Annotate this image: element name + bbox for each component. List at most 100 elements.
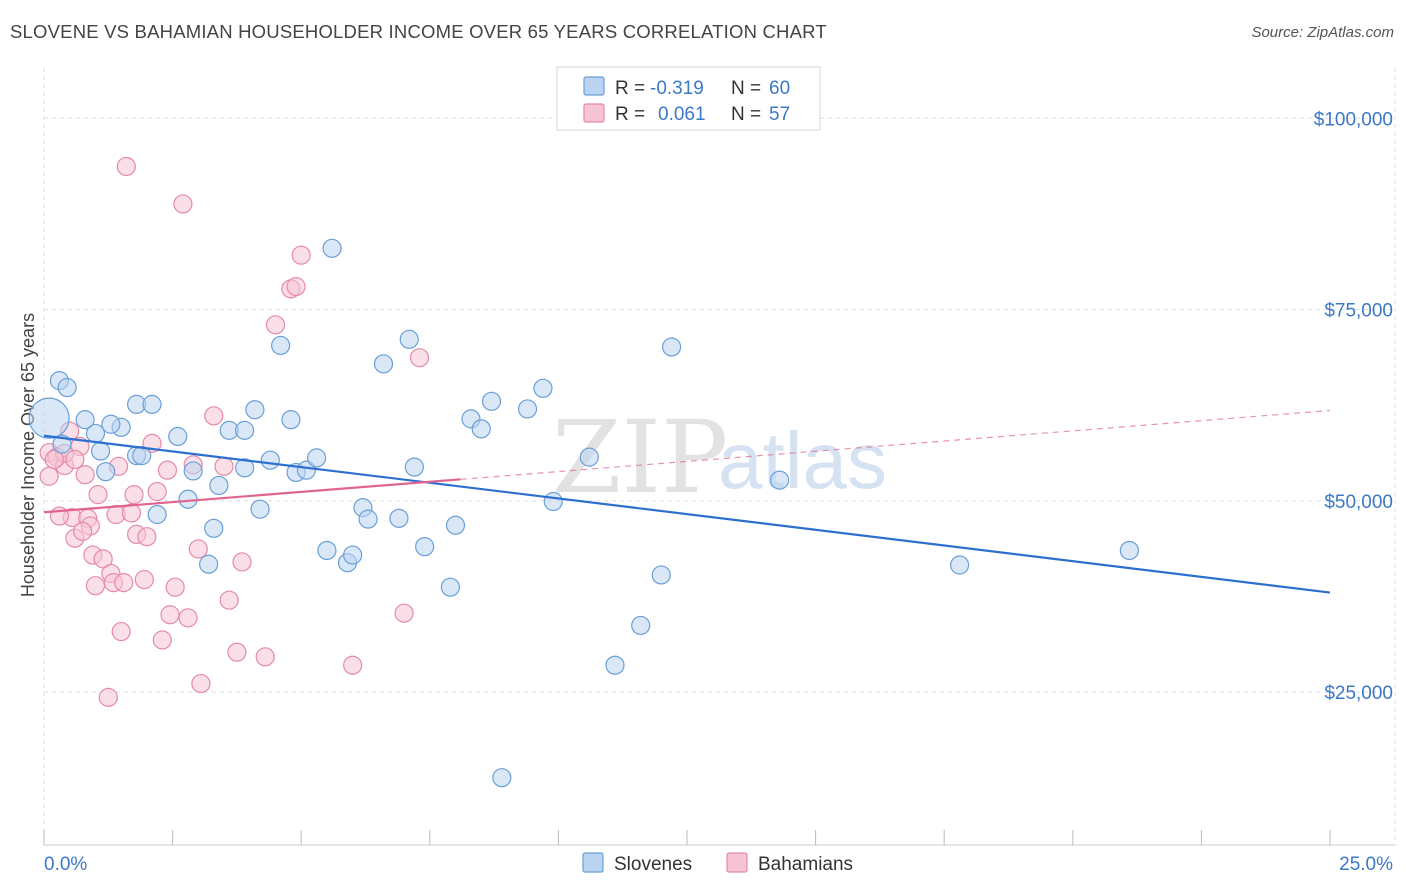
bahamians-point — [409, 348, 430, 368]
bahamians-point — [394, 603, 414, 623]
slovenes-point — [415, 537, 435, 557]
bahamians-point — [214, 456, 234, 476]
y-axis-label: Householder Income Over 65 years — [18, 313, 38, 597]
bahamians-point — [137, 527, 157, 547]
bahamians-point — [227, 642, 247, 662]
legend-n-value-2: 57 — [769, 104, 790, 125]
slovenes-point — [204, 518, 224, 538]
legend-n-label-2: N = — [731, 104, 761, 125]
bahamians-point — [111, 621, 131, 642]
y-tick-label: $75,000 — [1324, 301, 1393, 322]
slovenes-point — [235, 420, 255, 440]
slovenes-point — [343, 545, 363, 565]
slovenes-point — [399, 329, 419, 349]
legend-bottom-swatch-bahamians — [726, 852, 748, 873]
bahamians-point — [232, 552, 252, 572]
slovenes-point — [96, 462, 116, 482]
slovenes-point — [235, 458, 255, 478]
bahamians-point — [219, 590, 239, 610]
slovenes-point — [533, 378, 553, 398]
legend-n-value-1: 60 — [769, 78, 790, 99]
source-credit: Source: ZipAtlas.com — [1251, 24, 1394, 41]
slovenes-trend-line — [43, 434, 1331, 594]
legend-bottom-slovenes: Slovenes — [614, 854, 692, 875]
bahamians-point — [121, 503, 142, 523]
slovenes-point — [168, 426, 188, 447]
bahamians-point — [286, 276, 306, 297]
watermark-atlas: atlas — [718, 416, 887, 505]
bahamians-point — [255, 647, 275, 667]
watermark: ZIP atlas — [552, 399, 887, 516]
slovenes-point — [178, 489, 198, 509]
bahamians-point — [72, 521, 93, 541]
x-tick-label-max: 25.0% — [1339, 854, 1393, 875]
bahamians-trend-extension — [460, 409, 1331, 480]
slovenes-point — [57, 377, 77, 398]
slovenes-point — [147, 504, 167, 525]
x-tick-labels: 0.0% 25.0% — [44, 854, 1393, 875]
bahamians-point — [88, 485, 108, 505]
bahamians-point — [178, 608, 198, 628]
legend-r-value-2: 0.061 — [658, 104, 706, 125]
legend-top: R = -0.319 N = 60 R = 0.061 N = 57 — [556, 66, 821, 131]
slovenes-point — [579, 447, 599, 467]
bahamians-point — [98, 687, 118, 707]
bahamians-point — [124, 485, 144, 505]
bahamians-point — [160, 605, 180, 625]
slovenes-point — [517, 399, 538, 419]
slovenes-point — [322, 238, 342, 258]
slovenes-point — [28, 397, 70, 439]
bahamians-point — [134, 569, 154, 590]
bahamians-point — [343, 655, 363, 675]
slovenes-point — [281, 410, 301, 430]
slovenes-point — [250, 499, 270, 519]
bahamians-point — [173, 194, 193, 214]
y-tick-label: $25,000 — [1324, 683, 1393, 704]
y-tick-label: $50,000 — [1324, 492, 1393, 513]
bahamians-point — [165, 577, 185, 597]
slovenes-point — [245, 400, 265, 420]
slovenes-point — [950, 555, 970, 575]
slovenes-point — [317, 540, 337, 561]
slovenes-point — [183, 461, 203, 481]
slovenes-point — [651, 565, 671, 585]
slovenes-point — [296, 460, 316, 480]
bahamians-point — [188, 539, 208, 559]
bahamians-point — [75, 465, 95, 485]
legend-r-value-1: -0.319 — [650, 78, 704, 99]
slovenes-point — [75, 410, 95, 430]
bahamians-points — [39, 156, 430, 707]
slovenes-point — [605, 655, 625, 675]
legend-bottom-swatch-slovenes — [582, 852, 604, 873]
bahamians-point — [65, 449, 85, 470]
slovenes-point — [90, 441, 111, 461]
bahamians-point — [116, 156, 136, 177]
bahamians-point — [114, 573, 134, 593]
bahamians-point — [191, 673, 211, 694]
slovenes-point — [661, 337, 682, 357]
slovenes-point — [543, 491, 563, 512]
axes — [43, 830, 1395, 846]
chart-title: SLOVENE VS BAHAMIAN HOUSEHOLDER INCOME O… — [10, 21, 827, 42]
slovenes-point — [101, 414, 121, 434]
slovenes-points — [28, 238, 1139, 788]
slovenes-point — [769, 470, 790, 490]
slovenes-point — [631, 615, 651, 636]
slovenes-point — [445, 515, 466, 535]
legend-r-label-1: R = — [615, 78, 645, 99]
legend-r-label-2: R = — [615, 104, 645, 125]
bahamians-point — [147, 481, 167, 502]
slovenes-point — [209, 475, 229, 496]
slovenes-point — [1119, 540, 1139, 561]
slovenes-point — [307, 448, 327, 468]
y-tick-labels: $25,000 $50,000 $75,000 $100,000 — [1314, 109, 1393, 704]
slovenes-point — [52, 434, 72, 454]
slovenes-point — [481, 391, 502, 411]
bahamians-point — [157, 460, 178, 480]
bahamians-point — [85, 576, 106, 596]
bahamians-trend-line — [43, 478, 461, 514]
slovenes-point — [373, 354, 394, 374]
slovenes-point — [471, 419, 491, 439]
legend-bottom: Slovenes Bahamians — [582, 852, 853, 875]
